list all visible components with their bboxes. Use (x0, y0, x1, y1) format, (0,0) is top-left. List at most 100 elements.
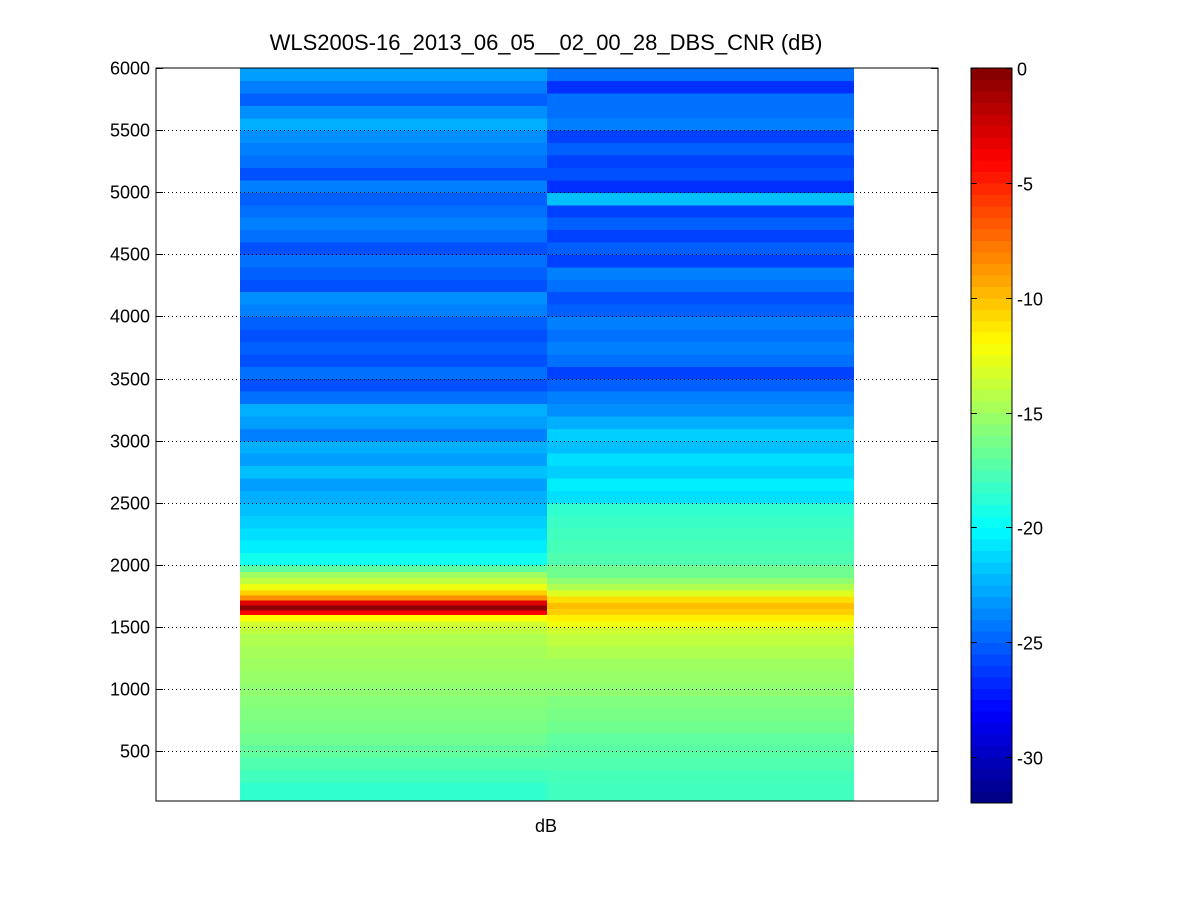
heatmap-cell (240, 130, 547, 144)
heatmap-cell (240, 552, 547, 566)
heatmap-cell (240, 502, 547, 516)
heatmap-cell (240, 599, 547, 606)
colorbar-axis: 0 -5 -10 -15 -20 -25 -30 (971, 60, 1043, 769)
heatmap-cell (240, 682, 547, 696)
colorbar-step (971, 171, 1012, 184)
heatmap-cell (547, 328, 854, 342)
heatmap-cell (240, 732, 547, 746)
heatmap-cell (547, 154, 854, 168)
heatmap-cell (547, 204, 854, 218)
colorbar-step (971, 228, 1012, 241)
heatmap-cell (240, 328, 547, 342)
colorbar-step (971, 309, 1012, 322)
colorbar-step (971, 745, 1012, 758)
heatmap-cell (240, 707, 547, 721)
heatmap-cell (240, 117, 547, 131)
heatmap-cell (547, 720, 854, 734)
colorbar-step (971, 274, 1012, 287)
heatmap-cell (240, 594, 547, 601)
heatmap-cell (547, 403, 854, 417)
heatmap-cell (240, 366, 547, 380)
heatmap-cell (240, 620, 547, 628)
heatmap-cell (240, 627, 547, 634)
colorbar-step (971, 263, 1012, 276)
heatmap-cell (240, 304, 547, 318)
heatmap-cell (547, 515, 854, 529)
heatmap-cell (240, 254, 547, 268)
colorbar-step (971, 355, 1012, 368)
colorbar-step (971, 297, 1012, 310)
heatmap-cell (240, 769, 547, 783)
colorbar-step (971, 217, 1012, 230)
heatmap-cell (240, 564, 547, 572)
heatmap-cell (240, 658, 547, 672)
colorbar-step (971, 504, 1012, 517)
colorbar-step (971, 366, 1012, 379)
colorbar-step (971, 205, 1012, 218)
colorbar-step (971, 550, 1012, 563)
heatmap-cell (547, 254, 854, 268)
heatmap-cell (240, 80, 547, 94)
heatmap-cell (240, 391, 547, 405)
colorbar-step (971, 240, 1012, 253)
y-tick-label: 3500 (110, 370, 150, 390)
heatmap-cell (547, 658, 854, 672)
heatmap-cell (547, 620, 854, 628)
heatmap-cell (240, 179, 547, 193)
heatmap-cell (547, 353, 854, 367)
colorbar-step (971, 136, 1012, 149)
colorbar-step (971, 642, 1012, 655)
colorbar-step (971, 757, 1012, 770)
heatmap-cell (547, 589, 854, 597)
colorbar-tick-label: -15 (1017, 405, 1043, 425)
heatmap-cell (240, 92, 547, 106)
colorbar-step (971, 711, 1012, 724)
colorbar-step (971, 424, 1012, 437)
heatmap-cell (547, 707, 854, 721)
y-tick-label: 500 (120, 742, 150, 762)
heatmap-cell (240, 609, 547, 616)
heatmap-cell (547, 527, 854, 541)
heatmap-cell (240, 477, 547, 491)
heatmap-cell (240, 583, 547, 591)
colorbar-step (971, 481, 1012, 494)
heatmap-cell (547, 378, 854, 392)
colorbar-step (971, 768, 1012, 781)
heatmap-cell (547, 167, 854, 181)
colorbar-step (971, 68, 1012, 81)
heatmap-cell (240, 415, 547, 429)
y-tick-label: 1000 (110, 680, 150, 700)
heatmap-cell (240, 571, 547, 578)
heatmap-cell (240, 515, 547, 529)
heatmap-cell (547, 415, 854, 429)
colorbar (971, 68, 1012, 804)
colorbar-step (971, 561, 1012, 574)
heatmap-cell (547, 732, 854, 746)
colorbar-step (971, 780, 1012, 793)
y-tick-label: 4500 (110, 245, 150, 265)
heatmap-cell (547, 279, 854, 293)
heatmap-cell (240, 341, 547, 355)
heatmap-cell (547, 596, 854, 603)
heatmap-cell (547, 757, 854, 771)
heatmap-cell (547, 577, 854, 585)
heatmap-cell (240, 217, 547, 231)
plot-frame (155, 67, 939, 802)
colorbar-step (971, 102, 1012, 115)
colorbar-step (971, 182, 1012, 195)
chart-title: WLS200S-16_2013_06_05__02_00_28_DBS_CNR … (270, 30, 823, 55)
heatmap-cell (547, 440, 854, 454)
heatmap-cell (240, 167, 547, 181)
colorbar-step (971, 538, 1012, 551)
colorbar-step (971, 458, 1012, 471)
colorbar-step (971, 343, 1012, 356)
heatmap-cell (547, 241, 854, 255)
heatmap-cell (547, 291, 854, 305)
heatmap-cell (240, 782, 547, 802)
colorbar-step (971, 527, 1012, 540)
heatmap-cell (547, 564, 854, 578)
heatmap-cell (547, 633, 854, 647)
x-axis-label: dB (535, 816, 557, 836)
colorbar-step (971, 688, 1012, 701)
heatmap-cell (547, 602, 854, 610)
